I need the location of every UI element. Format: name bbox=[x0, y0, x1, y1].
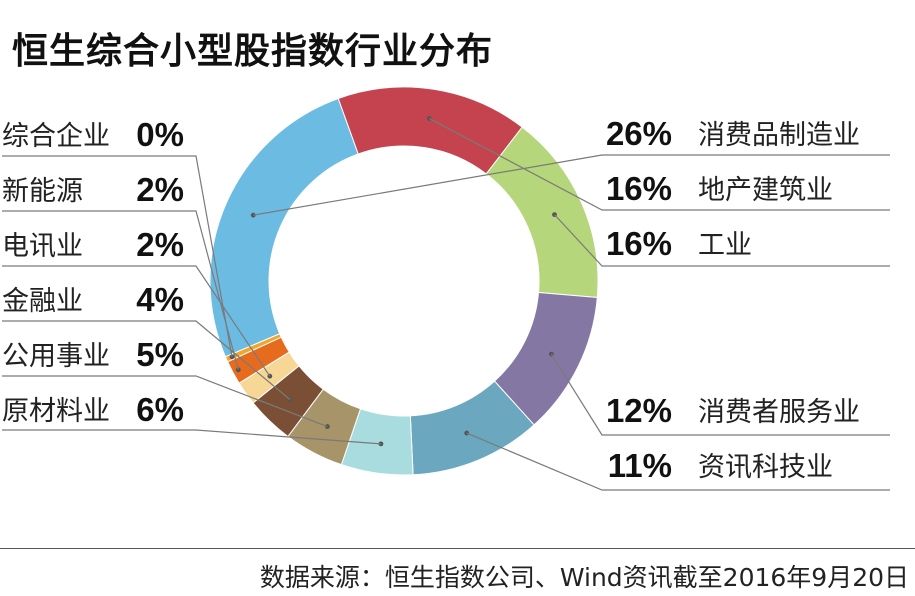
slice-0 bbox=[209, 97, 359, 358]
leader-dot-10 bbox=[229, 354, 235, 360]
slice-labels: 26% 消费品制造业 16% 地产建筑业 16% 工业 12% 消费者服务业 11% 资讯科技业 6… bbox=[2, 115, 860, 484]
slice-2 bbox=[485, 126, 599, 299]
leader-line-1 bbox=[429, 117, 890, 211]
pct-label-6: 5% bbox=[136, 336, 184, 373]
pct-label-9: 2% bbox=[136, 171, 184, 208]
pct-label-2: 16% bbox=[606, 225, 672, 262]
leader-line-4 bbox=[466, 432, 890, 491]
leader-line-7 bbox=[2, 320, 291, 400]
category-label-9: 新能源 bbox=[2, 176, 83, 207]
category-label-1: 地产建筑业 bbox=[698, 175, 833, 206]
leader-line-9 bbox=[2, 210, 239, 370]
source-note: 数据来源：恒生指数公司、Wind资讯截至2016年9月20日 bbox=[259, 563, 909, 592]
leader-line-2 bbox=[554, 214, 890, 267]
donut-slices bbox=[209, 86, 599, 476]
pct-label-3: 12% bbox=[606, 392, 672, 429]
leader-dot-9 bbox=[235, 367, 241, 373]
category-label-6: 公用事业 bbox=[2, 341, 110, 372]
category-label-3: 消费者服务业 bbox=[698, 397, 860, 428]
leader-lines bbox=[2, 116, 890, 491]
category-label-5: 原材料业 bbox=[2, 396, 110, 427]
pct-label-7: 4% bbox=[136, 281, 184, 318]
category-label-8: 电讯业 bbox=[2, 231, 83, 262]
category-label-4: 资讯科技业 bbox=[698, 452, 833, 483]
category-label-0: 消费品制造业 bbox=[698, 120, 860, 151]
footer-divider bbox=[0, 548, 915, 549]
leader-line-10 bbox=[2, 155, 233, 357]
chart-title: 恒生综合小型股指数行业分布 bbox=[12, 31, 494, 72]
pct-label-10: 0% bbox=[136, 116, 184, 153]
pct-label-4: 11% bbox=[608, 447, 672, 484]
pct-label-8: 2% bbox=[136, 226, 184, 263]
slice-10 bbox=[224, 333, 282, 363]
leader-line-5 bbox=[2, 429, 381, 445]
category-label-10: 综合企业 bbox=[2, 121, 110, 152]
category-label-7: 金融业 bbox=[2, 286, 83, 317]
pct-label-5: 6% bbox=[136, 391, 184, 428]
leader-line-8 bbox=[2, 265, 271, 377]
leader-line-6 bbox=[2, 375, 328, 428]
pct-label-1: 16% bbox=[606, 170, 672, 207]
leader-line-0 bbox=[253, 154, 890, 216]
slice-1 bbox=[337, 86, 523, 175]
pct-label-0: 26% bbox=[606, 115, 672, 152]
donut-chart: 26% 消费品制造业 16% 地产建筑业 16% 工业 12% 消费者服务业 11% 资讯科技业 6… bbox=[2, 86, 890, 491]
leader-line-3 bbox=[550, 353, 890, 436]
category-label-2: 工业 bbox=[698, 230, 752, 261]
